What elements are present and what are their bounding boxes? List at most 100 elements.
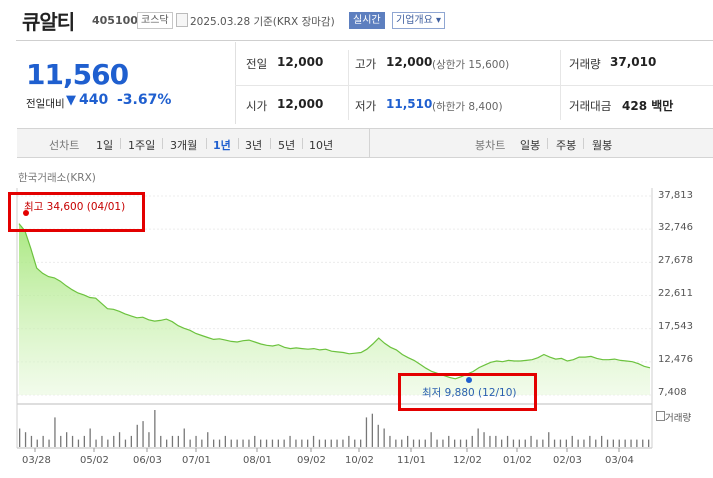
volume-bar [177, 435, 179, 447]
y-tick-label: 27,678 [658, 255, 693, 266]
volume-bar [142, 421, 144, 447]
volume-bar [19, 428, 21, 447]
volume-bar [289, 435, 291, 447]
volume-bar [60, 435, 62, 447]
volume-bar [260, 439, 262, 447]
volume-bar [271, 439, 274, 447]
tab-1week[interactable]: 1주일 [128, 139, 156, 152]
volume-bar [242, 439, 244, 447]
high-label: 고가 [355, 57, 377, 71]
volume-bar [66, 432, 68, 447]
volume-bar [395, 439, 397, 447]
stock-name: 큐알티 [22, 10, 75, 34]
low-marker [466, 377, 472, 383]
y-tick-label: 17,543 [658, 321, 693, 332]
volume-bar [530, 435, 532, 447]
volume-bar [107, 439, 109, 447]
volume-bar [95, 439, 97, 447]
company-overview-dropdown[interactable]: 기업개요 ▾ [392, 12, 445, 29]
x-tick-label: 05/02 [80, 455, 109, 466]
volume-bar [136, 424, 138, 447]
volume-bar [113, 435, 115, 447]
x-tick-label: 03/28 [22, 455, 51, 466]
volume-bar [612, 439, 614, 447]
down-arrow-icon: ▼ [66, 93, 76, 108]
y-tick-label: 37,813 [658, 190, 693, 201]
volume-bar [183, 428, 185, 447]
high-value: 12,000 [386, 55, 433, 69]
volume-bar [553, 439, 556, 447]
x-tick-label: 11/01 [397, 455, 426, 466]
volume-bar [171, 435, 174, 447]
amount-value: 428 백만 [622, 99, 674, 113]
volume-bar [565, 439, 567, 447]
volume-bar [330, 439, 332, 447]
volume-bar [589, 435, 591, 447]
base-date: 2025.03.28 기준(KRX 장마감) [190, 16, 335, 28]
volume-bar [454, 439, 456, 447]
amount-label: 거래대금 [569, 99, 612, 113]
tab-daily[interactable]: 일봉 [520, 139, 541, 152]
volume-bar [307, 439, 309, 447]
volume-bar [412, 439, 415, 447]
prev-close-value: 12,000 [277, 55, 324, 69]
tab-1day[interactable]: 1일 [96, 139, 114, 152]
high-highlight-box [8, 192, 145, 232]
tab-divider [206, 138, 207, 149]
realtime-tag[interactable]: 실시간 [349, 12, 385, 29]
volume-bar [595, 439, 597, 447]
volume-bar [371, 413, 373, 447]
volume-bar [477, 428, 479, 447]
volume-bar [577, 439, 579, 447]
volume-bar [459, 439, 462, 447]
x-tick-label: 08/01 [243, 455, 272, 466]
volume-bar [324, 439, 326, 447]
volume-bar [465, 439, 468, 447]
tab-monthly[interactable]: 월봉 [592, 139, 613, 152]
quote-col-divider-1 [348, 50, 349, 120]
high-marker [23, 210, 29, 216]
volume-bar [283, 439, 285, 447]
volume-bar [166, 439, 168, 447]
volume-bar [48, 439, 50, 447]
tab-weekly[interactable]: 주봉 [556, 139, 577, 152]
volume-legend-icon [656, 411, 665, 421]
volume-bar [636, 439, 638, 447]
volume-bar [207, 432, 209, 447]
low-highlight-box [398, 373, 537, 411]
volume-bar [277, 439, 279, 447]
volume-bar [559, 439, 562, 447]
volume-bar [512, 439, 515, 447]
tab-10year[interactable]: 10년 [309, 139, 334, 152]
volume-bar [436, 439, 438, 447]
volume-bar [506, 435, 509, 447]
tab-1year[interactable]: 1년 [213, 139, 231, 152]
tab-3year[interactable]: 3년 [245, 139, 263, 152]
tab-divider [162, 138, 163, 149]
volume-bar [360, 439, 362, 447]
x-tick-label: 02/03 [553, 455, 582, 466]
volume-bar [77, 439, 80, 447]
volume-bar [189, 439, 191, 447]
volume-bar [254, 435, 256, 447]
tab-5year[interactable]: 5년 [278, 139, 296, 152]
volume-bar [483, 432, 485, 447]
tab-3month[interactable]: 3개월 [170, 139, 198, 152]
volume-bar [518, 439, 520, 447]
prev-close-label: 전일 [246, 57, 268, 71]
volume-bar [265, 439, 268, 447]
x-tick-label: 06/03 [133, 455, 162, 466]
volume-bar [236, 439, 238, 447]
tab-divider [302, 138, 303, 149]
volume-bar [642, 439, 644, 447]
volume-bar [83, 435, 85, 447]
volume-bar [118, 432, 121, 447]
tab-divider [238, 138, 239, 149]
volume-bar [213, 439, 215, 447]
volume-bar [418, 439, 420, 447]
y-tick-label: 12,476 [658, 354, 693, 365]
volume-bar [524, 439, 526, 447]
volume-bar [101, 435, 103, 447]
volume-bar [624, 439, 626, 447]
